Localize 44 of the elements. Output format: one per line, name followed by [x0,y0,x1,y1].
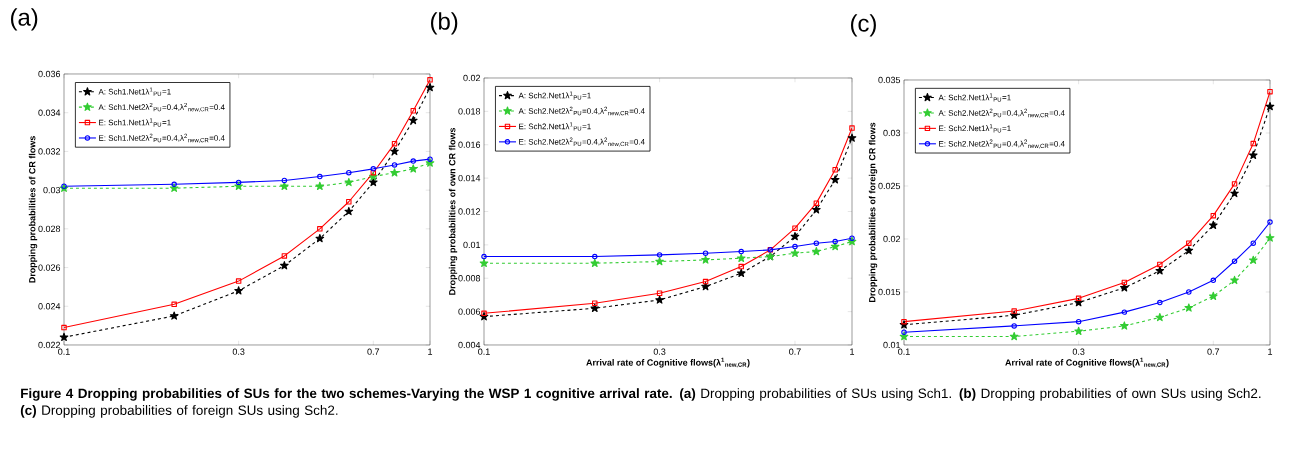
x-tick-label: 0.3 [1072,348,1085,355]
x-tick-label: 1 [850,348,855,355]
chart-title: (c) [851,14,876,37]
y-tick-label: 0.036 [38,70,61,78]
y-tick-label: 0.026 [38,264,61,271]
x-axis-title: Arrival rate of Cognitive flows(λ$^{1}$$_{new,CR}$) [1005,357,1169,368]
y-tick-label: 0.024 [38,303,61,310]
x-tick-label: 1 [1268,348,1273,355]
y-tick-label: 0.025 [878,182,901,190]
y-tick-label: 0.004 [458,341,481,349]
x-tick-label: 0.7 [1207,348,1220,355]
y-axis-title: Dropping probabilities of CR flows [28,136,38,283]
y-tick-label: 0.022 [38,341,61,349]
y-tick-label: 0.018 [458,108,481,115]
y-axis-title: Dropping probabilities of foreign CR flows [868,122,878,303]
x-tick-label: 0.3 [232,348,245,355]
text: Figure 4 Dropping probabilities of SUs for the two schemes-Varying the WSP 1 cognitive arrival rate. (a) Dropping probabilities of SUs using Sch1. (b) Dropping probabilities of own SUs using Sch2. (c) Dropping probabilities of foreign SUs using Sch2. [20,388,1261,418]
y-tick-label: 0.015 [878,288,901,296]
x-tick-label: 1 [428,348,433,355]
y-tick-label: 0.02 [883,235,901,243]
y-tick-label: 0.012 [458,208,481,215]
x-tick-label: 0.3 [653,348,666,355]
y-tick-label: 0.006 [458,308,481,315]
y-tick-label: 0.016 [458,141,481,148]
y-axis-title: Dropping probabilities of own CR flows [448,127,458,295]
x-tick-label: 0.1 [58,348,70,355]
y-tick-label: 0.034 [38,109,61,116]
y-tick-label: 0.035 [878,76,901,84]
y-tick-label: 0.032 [38,148,61,155]
y-tick-label: 0.014 [458,174,481,182]
x-axis-title: Arrival rate of Cognitive flows(λ$^{1}$$_{new,CR}$) [586,357,750,368]
y-tick-label: 0.03 [43,186,61,194]
y-tick-label: 0.028 [38,225,61,233]
y-tick-label: 0.008 [458,275,481,282]
x-tick-label: 0.1 [898,348,910,355]
y-tick-label: 0.01 [463,241,481,249]
x-tick-label: 0.1 [478,348,490,355]
chart-title: (a) [11,8,38,31]
x-tick-label: 0.7 [367,348,380,355]
y-tick-label: 0.02 [463,74,481,82]
chart-title: (b) [431,12,458,35]
x-tick-label: 0.7 [789,348,801,355]
y-tick-label: 0.03 [883,129,901,137]
y-tick-label: 0.01 [883,341,901,349]
